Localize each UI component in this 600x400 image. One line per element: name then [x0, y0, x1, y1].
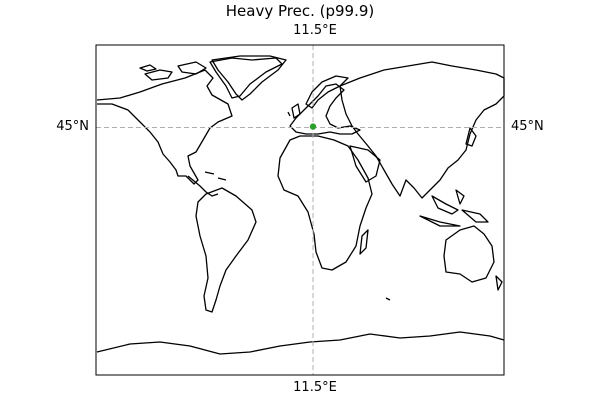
map-frame — [95, 44, 505, 376]
coastline-australia — [443, 225, 495, 283]
coastline-small-island — [385, 297, 391, 301]
coastline-antarctica — [96, 331, 505, 355]
lat-label-left: 45°N — [56, 119, 89, 134]
coastline-europe — [289, 83, 361, 135]
coastline-africa — [277, 135, 373, 271]
lon-label-top: 11.5°E — [293, 23, 337, 38]
lon-label-bottom: 11.5°E — [293, 380, 337, 395]
coastline-asia — [339, 61, 505, 199]
coastline-se-asia-islands — [419, 189, 489, 227]
map-title: Heavy Prec. (p99.9) — [225, 2, 375, 20]
coastline-british-isles — [287, 103, 301, 119]
coastline-central-america — [187, 175, 219, 197]
coastlines — [96, 55, 505, 355]
coastline-japan — [465, 127, 477, 147]
lat-label-right: 45°N — [511, 119, 544, 134]
coastline-greenland — [211, 55, 287, 101]
location-marker[interactable] — [309, 123, 317, 130]
coastline-scandinavia — [305, 75, 349, 109]
coastline-new-zealand — [495, 275, 503, 291]
coastline-arabia — [349, 145, 381, 183]
coastline-south-america — [195, 187, 257, 313]
coastline-arctic-islands — [139, 57, 283, 99]
coastline-madagascar — [359, 229, 369, 255]
coastline-caribbean — [204, 171, 227, 181]
